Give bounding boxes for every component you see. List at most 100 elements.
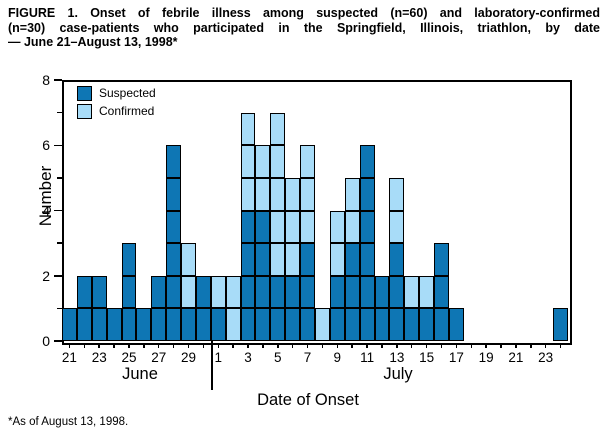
- y-tick-label: 6: [42, 137, 50, 154]
- x-day-tick: [500, 343, 502, 348]
- case-box-confirmed: [181, 243, 196, 276]
- x-tick-label: 5: [274, 350, 282, 365]
- case-box-suspected: [195, 275, 211, 309]
- case-box-confirmed: [300, 210, 315, 244]
- figure-title-line3: — June 21–August 13, 1998*: [8, 35, 178, 49]
- y-major-tick: [54, 209, 62, 212]
- y-major-tick: [54, 275, 62, 277]
- x-day-tick: [470, 343, 472, 348]
- chart-legend: Suspected Confirmed: [77, 85, 156, 122]
- case-box-confirmed: [285, 243, 301, 276]
- case-box-suspected: [359, 275, 375, 309]
- case-box-suspected: [255, 243, 271, 276]
- x-tick-label: 25: [121, 350, 137, 365]
- figure-title-line1: FIGURE 1. Onset of febrile illness among…: [8, 6, 600, 20]
- x-tick-label: 23: [538, 350, 554, 365]
- x-day-tick: [544, 343, 547, 348]
- plot-frame: [62, 80, 572, 345]
- x-day-tick: [455, 343, 458, 348]
- case-box-confirmed: [285, 177, 301, 211]
- case-box-suspected: [255, 275, 271, 309]
- case-box-suspected: [359, 243, 375, 276]
- case-box-confirmed: [270, 177, 286, 211]
- case-box-suspected: [434, 243, 449, 276]
- case-box-confirmed: [404, 275, 420, 309]
- x-day-tick: [291, 343, 294, 348]
- x-tick-label: 7: [303, 350, 312, 365]
- case-box-suspected: [329, 308, 345, 341]
- x-tick-label: 3: [244, 350, 252, 365]
- case-box-confirmed: [389, 210, 405, 244]
- x-day-tick: [425, 343, 428, 348]
- month-label-july: July: [383, 365, 413, 383]
- x-day-tick: [202, 343, 205, 348]
- june-july-divider-line: [211, 341, 213, 390]
- x-tick-label: 21: [61, 350, 77, 365]
- case-box-suspected: [389, 243, 405, 276]
- case-box-suspected: [255, 210, 271, 244]
- y-tick-label: 8: [42, 72, 50, 88]
- x-day-tick: [351, 343, 353, 348]
- x-day-tick: [232, 343, 234, 348]
- case-box-suspected: [389, 275, 405, 309]
- case-box-confirmed: [240, 177, 256, 211]
- case-box-suspected: [404, 308, 420, 341]
- x-day-tick: [113, 343, 115, 348]
- case-box-suspected: [240, 308, 256, 341]
- case-box-suspected: [344, 308, 360, 341]
- case-box-suspected: [434, 275, 449, 309]
- case-box-suspected: [374, 308, 390, 341]
- case-box-suspected: [240, 243, 256, 276]
- x-tick-label: 29: [180, 350, 197, 365]
- x-day-tick: [306, 343, 309, 348]
- case-box-suspected: [181, 308, 196, 341]
- case-box-suspected: [210, 308, 226, 341]
- y-major-tick: [54, 79, 62, 81]
- y-tick-label: 0: [42, 333, 50, 349]
- y-minor-tick: [57, 111, 62, 114]
- footnote: *As of August 13, 1998.: [8, 416, 129, 428]
- x-day-tick: [396, 343, 398, 348]
- case-box-suspected: [166, 308, 182, 341]
- legend-suspected-label: Suspected: [99, 86, 156, 100]
- case-box-suspected: [344, 243, 360, 276]
- y-minor-tick: [57, 242, 62, 244]
- case-box-suspected: [91, 275, 107, 309]
- case-box-suspected: [195, 308, 211, 341]
- legend-row-confirmed: Confirmed: [77, 103, 156, 119]
- x-day-tick: [143, 343, 145, 348]
- month-label-june: June: [122, 365, 158, 383]
- x-day-tick: [172, 343, 175, 348]
- case-box-suspected: [166, 275, 182, 309]
- case-box-suspected: [106, 308, 122, 341]
- x-day-tick: [247, 343, 249, 348]
- x-day-tick: [217, 343, 219, 348]
- x-day-tick: [262, 343, 264, 348]
- case-box-suspected: [300, 275, 315, 309]
- case-box-suspected: [240, 210, 256, 244]
- case-box-confirmed: [329, 210, 345, 244]
- case-box-suspected: [121, 243, 137, 276]
- x-day-tick: [440, 343, 443, 348]
- case-box-suspected: [448, 308, 464, 341]
- case-box-suspected: [389, 308, 405, 341]
- x-tick-label: 27: [151, 350, 167, 365]
- x-day-tick: [98, 343, 100, 348]
- x-tick-label: 21: [508, 350, 524, 365]
- y-major-tick: [54, 144, 62, 146]
- suspected-swatch-icon: [77, 85, 92, 101]
- figure-title-line2: (n=30) case-patients who participated in…: [8, 20, 600, 35]
- case-box-suspected: [91, 308, 107, 341]
- case-box-suspected: [329, 275, 345, 309]
- case-box-suspected: [255, 308, 271, 341]
- case-box-confirmed: [300, 145, 315, 178]
- x-day-tick: [277, 343, 279, 348]
- x-tick-label: 1: [214, 350, 222, 365]
- case-box-confirmed: [225, 275, 241, 309]
- x-day-tick: [530, 343, 532, 348]
- x-day-tick: [381, 343, 383, 348]
- case-box-confirmed: [255, 145, 271, 178]
- case-box-confirmed: [389, 177, 405, 211]
- case-box-suspected: [344, 275, 360, 309]
- case-box-suspected: [240, 275, 256, 309]
